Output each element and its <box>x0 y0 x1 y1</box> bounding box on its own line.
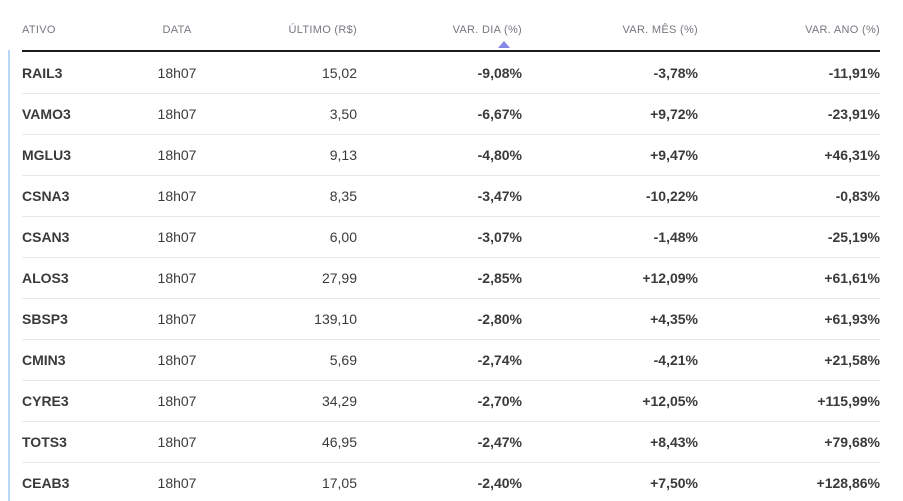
var-day-cell: -2,74% <box>477 352 522 368</box>
var-month-cell: +12,05% <box>642 393 698 409</box>
var-year-cell: -23,91% <box>827 106 880 122</box>
table-row: VAMO3 18h07 3,50 -6,67% +9,72% -23,91% <box>22 93 880 134</box>
var-year-cell: +46,31% <box>824 147 880 163</box>
table-row: TOTS3 18h07 46,95 -2,47% +8,43% +79,68% <box>22 421 880 462</box>
ticker-link[interactable]: RAIL3 <box>22 64 63 81</box>
ticker-link[interactable]: CMIN3 <box>22 352 66 368</box>
table-row: CSAN3 18h07 6,00 -3,07% -1,48% -25,19% <box>22 216 880 257</box>
var-day-cell: -4,80% <box>477 147 522 163</box>
var-year-cell: +61,93% <box>824 311 880 327</box>
last-price-cell: 17,05 <box>321 475 357 491</box>
ticker-link[interactable]: TOTS3 <box>22 434 67 450</box>
ticker-link[interactable]: CSNA3 <box>22 188 70 204</box>
column-header-data[interactable]: DATA <box>162 24 192 36</box>
column-header-var-ano[interactable]: VAR. ANO (%) <box>805 24 880 36</box>
last-price-cell: 46,95 <box>321 434 357 450</box>
ticker-link[interactable]: CYRE3 <box>22 393 69 409</box>
ticker-link[interactable]: VAMO3 <box>22 106 71 122</box>
var-month-cell: +9,72% <box>650 106 698 122</box>
var-day-cell: -9,08% <box>477 64 522 81</box>
var-year-cell: -25,19% <box>827 229 880 245</box>
data-cell: 18h07 <box>157 393 197 409</box>
var-month-cell: +8,43% <box>650 434 698 450</box>
var-month-cell: +9,47% <box>650 147 698 163</box>
data-cell: 18h07 <box>157 475 197 491</box>
sort-asc-icon <box>498 41 510 48</box>
var-year-cell: -11,91% <box>828 64 880 81</box>
quotes-table: ATIVO DATA ÚLTIMO (R$) VAR. DIA (%) VAR.… <box>22 0 880 501</box>
last-price-cell: 3,50 <box>329 106 357 122</box>
ticker-link[interactable]: CSAN3 <box>22 229 70 245</box>
var-day-cell: -2,85% <box>477 270 522 286</box>
data-cell: 18h07 <box>157 270 197 286</box>
last-price-cell: 34,29 <box>321 393 357 409</box>
column-header-var-dia[interactable]: VAR. DIA (%) <box>357 24 522 48</box>
var-month-cell: +7,50% <box>650 475 698 491</box>
last-price-cell: 6,00 <box>329 229 357 245</box>
var-month-cell: -10,22% <box>645 188 698 204</box>
column-header-ativo[interactable]: ATIVO <box>22 24 56 36</box>
data-cell: 18h07 <box>157 188 197 204</box>
table-row: CYRE3 18h07 34,29 -2,70% +12,05% +115,99… <box>22 380 880 421</box>
last-price-cell: 15,02 <box>321 64 357 81</box>
ticker-link[interactable]: MGLU3 <box>22 147 71 163</box>
var-day-cell: -3,47% <box>477 188 522 204</box>
var-day-cell: -2,47% <box>477 434 522 450</box>
last-price-cell: 27,99 <box>321 270 357 286</box>
data-cell: 18h07 <box>157 352 197 368</box>
var-year-cell: +128,86% <box>816 475 880 491</box>
var-year-cell: +115,99% <box>817 393 880 409</box>
var-month-cell: -4,21% <box>653 352 698 368</box>
last-price-cell: 8,35 <box>329 188 357 204</box>
data-cell: 18h07 <box>157 311 197 327</box>
column-header-var-mes[interactable]: VAR. MÊS (%) <box>622 24 698 36</box>
var-day-cell: -6,67% <box>477 106 522 122</box>
var-month-cell: -1,48% <box>653 229 698 245</box>
table-row: MGLU3 18h07 9,13 -4,80% +9,47% +46,31% <box>22 134 880 175</box>
left-accent-line <box>8 50 10 501</box>
var-day-cell: -2,80% <box>477 311 522 327</box>
ticker-link[interactable]: ALOS3 <box>22 270 69 286</box>
var-day-cell: -2,70% <box>477 393 522 409</box>
table-header: ATIVO DATA ÚLTIMO (R$) VAR. DIA (%) VAR.… <box>22 0 880 52</box>
data-cell: 18h07 <box>157 106 197 122</box>
data-cell: 18h07 <box>157 229 197 245</box>
table-row: SBSP3 18h07 139,10 -2,80% +4,35% +61,93% <box>22 298 880 339</box>
last-price-cell: 139,10 <box>314 311 357 327</box>
var-day-cell: -2,40% <box>477 475 522 491</box>
data-cell: 18h07 <box>157 147 197 163</box>
var-month-cell: -3,78% <box>653 64 698 81</box>
last-price-cell: 9,13 <box>329 147 357 163</box>
data-cell: 18h07 <box>157 64 197 81</box>
var-year-cell: +79,68% <box>824 434 880 450</box>
var-month-cell: +12,09% <box>642 270 698 286</box>
var-year-cell: +21,58% <box>824 352 880 368</box>
ticker-link[interactable]: SBSP3 <box>22 311 68 327</box>
last-price-cell: 5,69 <box>329 352 357 368</box>
data-cell: 18h07 <box>157 434 197 450</box>
var-month-cell: +4,35% <box>650 311 698 327</box>
table-row: RAIL3 18h07 15,02 -9,08% -3,78% -11,91% <box>22 52 880 93</box>
var-year-cell: +61,61% <box>824 270 880 286</box>
table-row: ALOS3 18h07 27,99 -2,85% +12,09% +61,61% <box>22 257 880 298</box>
table-row: CMIN3 18h07 5,69 -2,74% -4,21% +21,58% <box>22 339 880 380</box>
column-header-label: VAR. DIA (%) <box>452 24 522 36</box>
var-day-cell: -3,07% <box>477 229 522 245</box>
ticker-link[interactable]: CEAB3 <box>22 475 70 491</box>
table-row: CSNA3 18h07 8,35 -3,47% -10,22% -0,83% <box>22 175 880 216</box>
table-row: CEAB3 18h07 17,05 -2,40% +7,50% +128,86% <box>22 462 880 501</box>
var-year-cell: -0,83% <box>835 188 880 204</box>
column-header-ultimo[interactable]: ÚLTIMO (R$) <box>288 24 357 36</box>
